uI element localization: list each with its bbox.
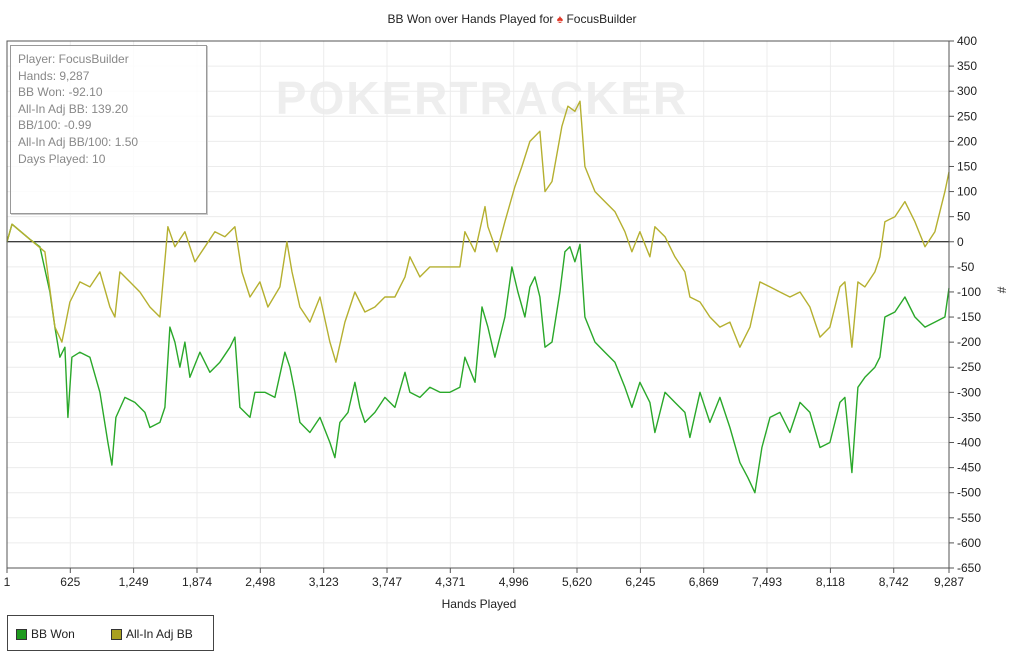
- x-tick-label: 6,869: [689, 575, 719, 589]
- legend-item-allin-adj-bb[interactable]: All-In Adj BB: [111, 627, 193, 641]
- x-tick-label: 6,245: [625, 575, 655, 589]
- y-tick-label: -250: [957, 360, 981, 374]
- chart-title: BB Won over Hands Played for ♠ FocusBuil…: [0, 12, 1024, 26]
- info-bb-per-100: BB/100: -0.99: [18, 118, 92, 133]
- y-tick-label: 400: [957, 34, 977, 48]
- y-tick-label: -600: [957, 536, 981, 550]
- legend-swatch-bb-won: [16, 628, 27, 640]
- x-tick-label: 1,249: [119, 575, 149, 589]
- info-bb-won: BB Won: -92.10: [18, 85, 103, 100]
- legend: BB Won All-In Adj BB: [7, 615, 214, 651]
- series-line-bb-won: [6, 223, 950, 494]
- spade-icon: ♠: [556, 12, 564, 26]
- y-tick-label: 250: [957, 109, 977, 123]
- y-tick-label: 300: [957, 84, 977, 98]
- x-tick-label: 625: [60, 575, 80, 589]
- title-player: FocusBuilder: [566, 12, 637, 26]
- y-tick-label: -200: [957, 335, 981, 349]
- y-tick-label: -300: [957, 385, 981, 399]
- y-tick-label: 100: [957, 185, 977, 199]
- y-tick-label: -550: [957, 511, 981, 525]
- x-tick-label: 9,287: [934, 575, 964, 589]
- y-tick-label: -150: [957, 310, 981, 324]
- legend-swatch-allin-adj-bb: [111, 628, 122, 640]
- x-tick-label: 4,371: [435, 575, 465, 589]
- title-prefix: BB Won over Hands Played for: [387, 12, 554, 26]
- y-tick-label: -50: [957, 260, 975, 274]
- x-tick-label: 4,996: [499, 575, 529, 589]
- x-tick-label: 7,493: [752, 575, 782, 589]
- y-tick-label: -500: [957, 486, 981, 500]
- info-allin-adj-bb-per-100: All-In Adj BB/100: 1.50: [18, 134, 139, 149]
- y-axis-label: #: [994, 286, 1009, 294]
- y-tick-label: -100: [957, 285, 981, 299]
- info-hands: Hands: 9,287: [18, 68, 90, 83]
- x-tick-label: 8,742: [879, 575, 909, 589]
- legend-item-bb-won[interactable]: BB Won: [16, 627, 75, 641]
- info-allin-adj-bb: All-In Adj BB: 139.20: [18, 101, 129, 116]
- y-tick-label: 0: [957, 235, 964, 249]
- x-tick-label: 8,118: [816, 575, 845, 589]
- info-player: Player: FocusBuilder: [18, 52, 129, 66]
- y-tick-label: -450: [957, 461, 981, 475]
- y-tick-label: 200: [957, 134, 977, 148]
- legend-label: All-In Adj BB: [126, 627, 193, 641]
- x-tick-label: 3,123: [309, 575, 339, 589]
- y-tick-label: 150: [957, 159, 977, 173]
- plot-border: [6, 40, 950, 569]
- y-tick-label: -350: [957, 410, 981, 424]
- x-tick-label: 1,874: [182, 575, 212, 589]
- watermark-logo: POKERTRACKER: [276, 72, 688, 124]
- series-line-all-in-adj-bb: [6, 100, 950, 363]
- info-days-played: Days Played: 10: [18, 151, 106, 166]
- x-axis-label: Hands Played: [441, 597, 517, 611]
- y-tick-label: 350: [957, 59, 977, 73]
- y-tick-label: 50: [957, 210, 971, 224]
- y-tick-label: -400: [957, 436, 981, 450]
- x-tick-label: 3,747: [372, 575, 402, 589]
- stats-info-box: Player: FocusBuilder Hands: 9,287 BB Won…: [10, 45, 207, 214]
- y-tick-label: -650: [957, 561, 981, 575]
- x-tick-label: 2,498: [245, 575, 275, 589]
- x-tick-label: 1: [4, 575, 11, 589]
- legend-label: BB Won: [31, 627, 75, 641]
- x-tick-label: 5,620: [562, 575, 592, 589]
